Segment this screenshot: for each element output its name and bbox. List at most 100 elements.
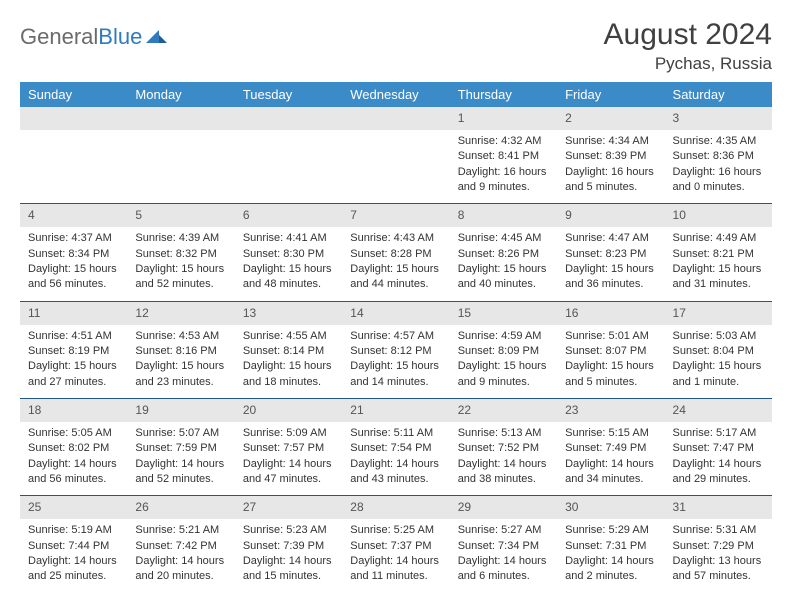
weekday-header-row: Sunday Monday Tuesday Wednesday Thursday… — [20, 82, 772, 107]
calendar-cell: 25Sunrise: 5:19 AMSunset: 7:44 PMDayligh… — [20, 496, 127, 593]
sunrise-line: Sunrise: 5:03 AM — [673, 329, 764, 344]
sunset-line: Sunset: 7:47 PM — [673, 441, 764, 456]
calendar-row: 11Sunrise: 4:51 AMSunset: 8:19 PMDayligh… — [20, 301, 772, 398]
brand-name-a: General — [20, 24, 98, 49]
sunset-line: Sunset: 8:26 PM — [458, 247, 549, 262]
day-number: 14 — [342, 302, 449, 325]
day-number: 30 — [557, 496, 664, 519]
sunset-line: Sunset: 7:39 PM — [243, 539, 334, 554]
sunset-line: Sunset: 7:59 PM — [135, 441, 226, 456]
day-number: 26 — [127, 496, 234, 519]
brand-mark-icon — [146, 26, 168, 49]
daylight-line: Daylight: 13 hours and 57 minutes. — [673, 554, 764, 585]
calendar-cell-empty — [342, 107, 449, 204]
calendar-row: 1Sunrise: 4:32 AMSunset: 8:41 PMDaylight… — [20, 107, 772, 204]
day-number: 12 — [127, 302, 234, 325]
daylight-line: Daylight: 15 hours and 40 minutes. — [458, 262, 549, 293]
calendar-cell: 17Sunrise: 5:03 AMSunset: 8:04 PMDayligh… — [665, 301, 772, 398]
calendar-cell: 7Sunrise: 4:43 AMSunset: 8:28 PMDaylight… — [342, 204, 449, 301]
calendar-cell: 16Sunrise: 5:01 AMSunset: 8:07 PMDayligh… — [557, 301, 664, 398]
sunset-line: Sunset: 7:31 PM — [565, 539, 656, 554]
weekday-header: Saturday — [665, 82, 772, 107]
daylight-line: Daylight: 15 hours and 44 minutes. — [350, 262, 441, 293]
sunset-line: Sunset: 8:02 PM — [28, 441, 119, 456]
day-number: 21 — [342, 399, 449, 422]
brand-logo: GeneralBlue — [20, 24, 168, 50]
sunrise-line: Sunrise: 4:57 AM — [350, 329, 441, 344]
daylight-line: Daylight: 15 hours and 56 minutes. — [28, 262, 119, 293]
sunrise-line: Sunrise: 4:47 AM — [565, 231, 656, 246]
calendar-cell: 14 Sunrise: 4:57 AMSunset: 8:12 PMDayligh… — [342, 301, 449, 398]
sunset-line: Sunset: 8:04 PM — [673, 344, 764, 359]
sunrise-line: Sunrise: 5:23 AM — [243, 523, 334, 538]
sunset-line: Sunset: 7:34 PM — [458, 539, 549, 554]
calendar-cell: 19Sunrise: 5:07 AMSunset: 7:59 PMDayligh… — [127, 399, 234, 496]
sunrise-line: Sunrise: 5:25 AM — [350, 523, 441, 538]
sunrise-line: Sunrise: 5:19 AM — [28, 523, 119, 538]
calendar-cell: 1Sunrise: 4:32 AMSunset: 8:41 PMDaylight… — [450, 107, 557, 204]
day-number: 23 — [557, 399, 664, 422]
daylight-line: Daylight: 15 hours and 27 minutes. — [28, 359, 119, 390]
daylight-line: Daylight: 14 hours and 15 minutes. — [243, 554, 334, 585]
calendar-cell: 13Sunrise: 4:55 AMSunset: 8:14 PMDayligh… — [235, 301, 342, 398]
location-label: Pychas, Russia — [604, 54, 772, 74]
day-number: 27 — [235, 496, 342, 519]
calendar-row: 25Sunrise: 5:19 AMSunset: 7:44 PMDayligh… — [20, 496, 772, 593]
calendar-cell: 8Sunrise: 4:45 AMSunset: 8:26 PMDaylight… — [450, 204, 557, 301]
daylight-line: Daylight: 14 hours and 47 minutes. — [243, 457, 334, 488]
sunrise-line: Sunrise: 5:09 AM — [243, 426, 334, 441]
daylight-line: Daylight: 14 hours and 52 minutes. — [135, 457, 226, 488]
calendar-cell: 22Sunrise: 5:13 AMSunset: 7:52 PMDayligh… — [450, 399, 557, 496]
daylight-line: Daylight: 15 hours and 14 minutes. — [350, 359, 441, 390]
day-number: 13 — [235, 302, 342, 325]
calendar-cell-empty — [235, 107, 342, 204]
sunrise-line: Sunrise: 4:34 AM — [565, 134, 656, 149]
calendar-table: Sunday Monday Tuesday Wednesday Thursday… — [20, 82, 772, 593]
daylight-line: Daylight: 15 hours and 9 minutes. — [458, 359, 549, 390]
daylight-line: Daylight: 16 hours and 0 minutes. — [673, 165, 764, 196]
sunrise-line: Sunrise: 4:53 AM — [135, 329, 226, 344]
day-number: 24 — [665, 399, 772, 422]
calendar-cell: 23Sunrise: 5:15 AMSunset: 7:49 PMDayligh… — [557, 399, 664, 496]
calendar-cell: 20Sunrise: 5:09 AMSunset: 7:57 PMDayligh… — [235, 399, 342, 496]
day-number: 7 — [342, 204, 449, 227]
daylight-line: Daylight: 15 hours and 1 minute. — [673, 359, 764, 390]
sunset-line: Sunset: 8:41 PM — [458, 149, 549, 164]
daylight-line: Daylight: 15 hours and 48 minutes. — [243, 262, 334, 293]
sunrise-line: Sunrise: 5:15 AM — [565, 426, 656, 441]
sunrise-line: Sunrise: 5:01 AM — [565, 329, 656, 344]
day-number: 2 — [557, 107, 664, 130]
calendar-cell: 30Sunrise: 5:29 AMSunset: 7:31 PMDayligh… — [557, 496, 664, 593]
day-number: 4 — [20, 204, 127, 227]
day-number: 29 — [450, 496, 557, 519]
daylight-line: Daylight: 14 hours and 11 minutes. — [350, 554, 441, 585]
daylight-line: Daylight: 14 hours and 20 minutes. — [135, 554, 226, 585]
calendar-cell: 27 Sunrise: 5:23 AMSunset: 7:39 PMDayligh… — [235, 496, 342, 593]
calendar-cell: 11Sunrise: 4:51 AMSunset: 8:19 PMDayligh… — [20, 301, 127, 398]
sunset-line: Sunset: 8:39 PM — [565, 149, 656, 164]
sunset-line: Sunset: 8:14 PM — [243, 344, 334, 359]
daylight-line: Daylight: 16 hours and 5 minutes. — [565, 165, 656, 196]
sunset-line: Sunset: 8:34 PM — [28, 247, 119, 262]
sunrise-line: Sunrise: 4:39 AM — [135, 231, 226, 246]
sunrise-line: Sunrise: 5:29 AM — [565, 523, 656, 538]
calendar-cell: 29Sunrise: 5:27 AMSunset: 7:34 PMDayligh… — [450, 496, 557, 593]
calendar-cell: 10Sunrise: 4:49 AMSunset: 8:21 PMDayligh… — [665, 204, 772, 301]
sunset-line: Sunset: 8:16 PM — [135, 344, 226, 359]
day-number: 15 — [450, 302, 557, 325]
weekday-header: Thursday — [450, 82, 557, 107]
daylight-line: Daylight: 14 hours and 6 minutes. — [458, 554, 549, 585]
day-number: 9 — [557, 204, 664, 227]
day-number: 8 — [450, 204, 557, 227]
daylight-line: Daylight: 16 hours and 9 minutes. — [458, 165, 549, 196]
sunrise-line: Sunrise: 4:43 AM — [350, 231, 441, 246]
calendar-cell: 21Sunrise: 5:11 AMSunset: 7:54 PMDayligh… — [342, 399, 449, 496]
sunset-line: Sunset: 8:12 PM — [350, 344, 441, 359]
sunset-line: Sunset: 8:32 PM — [135, 247, 226, 262]
sunset-line: Sunset: 8:23 PM — [565, 247, 656, 262]
sunset-line: Sunset: 8:21 PM — [673, 247, 764, 262]
calendar-cell: 4Sunrise: 4:37 AMSunset: 8:34 PMDaylight… — [20, 204, 127, 301]
daylight-line: Daylight: 14 hours and 38 minutes. — [458, 457, 549, 488]
sunset-line: Sunset: 7:49 PM — [565, 441, 656, 456]
sunrise-line: Sunrise: 4:35 AM — [673, 134, 764, 149]
